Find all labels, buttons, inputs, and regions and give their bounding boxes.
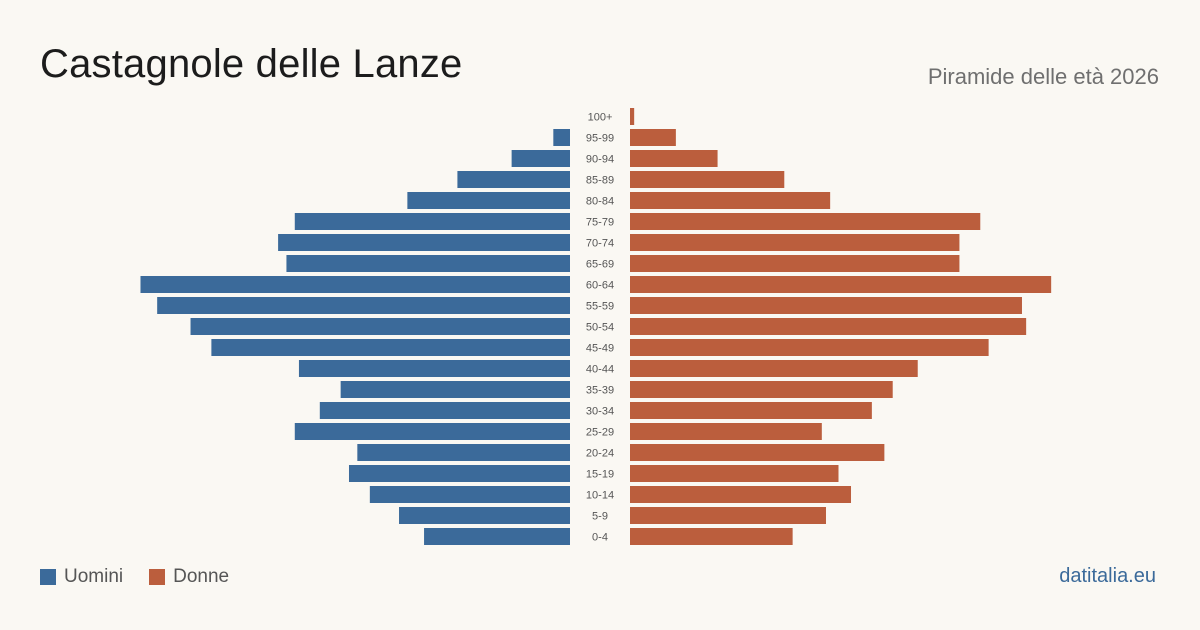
age-label-70-74: 70-74 bbox=[586, 238, 614, 250]
age-label-50-54: 50-54 bbox=[586, 322, 614, 334]
bar-male-90-94 bbox=[511, 150, 570, 167]
age-label-20-24: 20-24 bbox=[586, 448, 614, 460]
page-title: Castagnole delle Lanze bbox=[40, 42, 463, 86]
bar-male-70-74 bbox=[278, 234, 570, 251]
bar-female-35-39 bbox=[630, 381, 893, 398]
bar-female-0-4 bbox=[630, 528, 793, 545]
age-label-5-9: 5-9 bbox=[592, 511, 608, 523]
bar-male-75-79 bbox=[294, 213, 570, 230]
age-label-40-44: 40-44 bbox=[586, 364, 614, 376]
bar-female-55-59 bbox=[630, 297, 1022, 314]
bar-male-30-34 bbox=[319, 402, 570, 419]
bar-male-50-54 bbox=[190, 318, 570, 335]
bar-female-60-64 bbox=[630, 276, 1052, 293]
age-label-30-34: 30-34 bbox=[586, 406, 614, 418]
age-label-45-49: 45-49 bbox=[586, 343, 614, 355]
age-label-10-14: 10-14 bbox=[586, 490, 614, 502]
bar-female-25-29 bbox=[630, 423, 822, 440]
bar-female-90-94 bbox=[630, 150, 718, 167]
age-label-15-19: 15-19 bbox=[586, 469, 614, 481]
legend-label-male: Uomini bbox=[64, 566, 124, 587]
bar-male-15-19 bbox=[348, 465, 570, 482]
source-link[interactable]: datitalia.eu bbox=[1059, 565, 1156, 587]
bar-female-15-19 bbox=[630, 465, 839, 482]
bar-female-65-69 bbox=[630, 255, 960, 272]
bar-female-30-34 bbox=[630, 402, 872, 419]
bar-female-40-44 bbox=[630, 360, 918, 377]
age-label-55-59: 55-59 bbox=[586, 301, 614, 313]
bar-male-10-14 bbox=[369, 486, 570, 503]
bar-female-75-79 bbox=[630, 213, 981, 230]
age-label-60-64: 60-64 bbox=[586, 280, 614, 292]
bar-male-45-49 bbox=[211, 339, 570, 356]
bar-male-65-69 bbox=[286, 255, 570, 272]
bar-female-95-99 bbox=[630, 129, 676, 146]
age-label-85-89: 85-89 bbox=[586, 175, 614, 187]
bar-male-60-64 bbox=[140, 276, 571, 293]
bar-male-0-4 bbox=[424, 528, 570, 545]
bar-male-40-44 bbox=[298, 360, 570, 377]
bar-male-5-9 bbox=[399, 507, 570, 524]
bar-male-20-24 bbox=[357, 444, 570, 461]
bar-male-35-39 bbox=[340, 381, 570, 398]
legend-item-female: Donne bbox=[149, 566, 229, 588]
bar-female-70-74 bbox=[630, 234, 960, 251]
bar-male-85-89 bbox=[457, 171, 570, 188]
bar-male-95-99 bbox=[553, 129, 570, 146]
bar-female-20-24 bbox=[630, 444, 885, 461]
chart-subtitle: Piramide delle età 2026 bbox=[927, 64, 1159, 89]
age-label-75-79: 75-79 bbox=[586, 217, 614, 229]
bar-female-50-54 bbox=[630, 318, 1027, 335]
age-label-0-4: 0-4 bbox=[592, 532, 608, 544]
bar-female-5-9 bbox=[630, 507, 826, 524]
bar-female-85-89 bbox=[630, 171, 785, 188]
age-label-25-29: 25-29 bbox=[586, 427, 614, 439]
bar-male-80-84 bbox=[407, 192, 570, 209]
legend-swatch-female bbox=[149, 569, 166, 585]
bar-female-100+ bbox=[630, 108, 635, 125]
age-label-100+: 100+ bbox=[588, 112, 613, 124]
chart-legend: Uomini Donne bbox=[40, 566, 255, 588]
bar-male-25-29 bbox=[294, 423, 570, 440]
bar-female-80-84 bbox=[630, 192, 831, 209]
legend-swatch-male bbox=[40, 569, 56, 585]
age-label-65-69: 65-69 bbox=[586, 259, 614, 271]
bar-female-45-49 bbox=[630, 339, 989, 356]
legend-label-female: Donne bbox=[173, 566, 230, 587]
bar-female-10-14 bbox=[630, 486, 852, 503]
bar-male-55-59 bbox=[157, 297, 571, 314]
age-label-95-99: 95-99 bbox=[586, 133, 614, 145]
legend-item-male: Uomini bbox=[40, 566, 123, 588]
age-label-35-39: 35-39 bbox=[586, 385, 614, 397]
age-label-80-84: 80-84 bbox=[586, 196, 614, 208]
age-label-90-94: 90-94 bbox=[586, 154, 614, 166]
